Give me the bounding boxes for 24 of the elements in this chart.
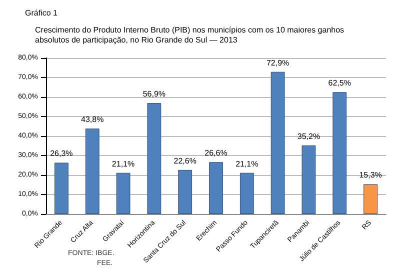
data-label: 22,6%	[174, 156, 196, 166]
bar	[332, 92, 347, 214]
bar	[302, 145, 316, 214]
data-label: 56,9%	[142, 90, 166, 99]
data-label: 26,6%	[204, 148, 228, 158]
data-label: 62,5%	[328, 78, 351, 88]
data-label: 15,3%	[359, 170, 382, 180]
bar	[240, 172, 254, 214]
bar	[209, 162, 223, 214]
data-label: 26,3%	[50, 149, 73, 158]
data-label: 43,8%	[81, 115, 104, 124]
bar	[364, 184, 378, 214]
chart-subtitle: Crescimento do Produto Interno Bruto (PIB) nos municípios com os 10 maiores ganhos absolutos de participação, no Rio Grande do Sul — 2013	[35, 26, 346, 44]
data-label: 21,1%	[112, 159, 135, 168]
data-label: 72,9%	[266, 58, 290, 68]
bar	[54, 162, 68, 214]
bar	[147, 103, 162, 214]
bar	[85, 128, 100, 214]
bar	[116, 172, 130, 214]
chart-title: Gráfico 1	[25, 8, 58, 18]
data-label: 21,1%	[236, 159, 258, 168]
data-label: 35,2%	[297, 132, 320, 141]
bar	[178, 170, 192, 214]
bar	[270, 72, 285, 214]
